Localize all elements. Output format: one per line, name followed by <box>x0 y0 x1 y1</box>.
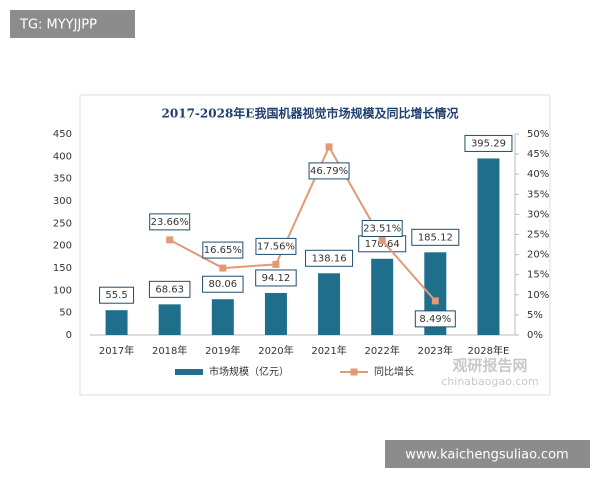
bar-label-box <box>148 280 191 298</box>
watermark-name: 观研报告网 <box>452 357 527 375</box>
footer-box <box>385 440 590 468</box>
bar-label-box <box>464 134 513 152</box>
tag-text: TG: MYYJJPP <box>19 18 97 33</box>
bar-label: 395.29 <box>471 138 506 149</box>
y-tick-label: 0 <box>66 330 72 341</box>
x-tick-label: 2020年 <box>258 344 293 357</box>
line-label-box <box>202 241 244 259</box>
y-tick-label: 50 <box>59 308 72 319</box>
x-tick-label: 2028年E <box>468 344 510 357</box>
line-label-box <box>414 310 456 328</box>
bar <box>211 299 234 335</box>
line-label-box <box>308 162 350 180</box>
bar-label-box <box>202 275 244 293</box>
bar-label: 80.06 <box>208 279 237 290</box>
bar-label: 185.12 <box>418 232 453 243</box>
x-tick-label: 2017年 <box>99 344 134 357</box>
bar <box>105 310 128 335</box>
bar-label: 94.12 <box>262 273 291 284</box>
bar-label-box <box>411 228 460 246</box>
bar-label: 55.5 <box>105 290 127 301</box>
line-marker <box>378 236 386 244</box>
line-marker <box>166 236 174 244</box>
legend-marker <box>350 368 358 376</box>
line-marker <box>219 264 227 272</box>
x-tick-label: 2022年 <box>364 344 399 357</box>
y2-tick-label: 35% <box>527 189 549 200</box>
legend-label: 同比增长 <box>374 365 414 378</box>
legend-label: 市场规模（亿元） <box>209 365 289 378</box>
line-label: 8.49% <box>419 314 451 325</box>
x-tick-label: 2019年 <box>205 344 240 357</box>
bar <box>477 158 500 335</box>
line-label-box <box>149 213 191 231</box>
bar <box>264 292 287 335</box>
footer-text: www.kaichengsuliao.com <box>405 448 568 463</box>
bar-label-box <box>305 249 354 267</box>
legend-swatch <box>175 369 203 375</box>
y2-tick-label: 30% <box>527 209 549 220</box>
bar-label: 170.64 <box>365 239 400 250</box>
bar-label: 138.16 <box>312 253 347 264</box>
y2-tick-label: 15% <box>527 270 549 281</box>
y2-tick-label: 50% <box>527 129 549 140</box>
line-label: 46.79% <box>310 166 348 177</box>
bar <box>158 304 181 335</box>
chart-title: 2017-2028年E我国机器视觉市场规模及同比增长情况 <box>162 106 459 121</box>
y2-tick-label: 40% <box>527 169 549 180</box>
line-label: 23.51% <box>363 223 401 234</box>
y2-tick-label: 10% <box>527 290 549 301</box>
growth-line <box>169 144 437 302</box>
tag-box <box>10 10 135 38</box>
bar-label-box <box>255 269 297 287</box>
line-marker <box>272 260 280 268</box>
line-marker <box>325 143 333 151</box>
y-tick-label: 350 <box>53 174 72 185</box>
y-tick-label: 200 <box>53 241 72 252</box>
bar <box>318 273 341 335</box>
watermark-url: chinabaogao.com <box>441 375 539 388</box>
line-marker <box>431 297 439 305</box>
line-label-box <box>361 219 403 237</box>
bar-label-box <box>99 286 135 304</box>
bar-label: 68.63 <box>155 284 184 295</box>
bar <box>371 258 394 335</box>
line-label: 17.56% <box>257 241 295 252</box>
x-tick-label: 2018年 <box>152 344 187 357</box>
y2-tick-label: 20% <box>527 250 549 261</box>
y-tick-label: 250 <box>53 218 72 229</box>
line-label: 23.66% <box>151 217 189 228</box>
y-tick-label: 450 <box>53 129 72 140</box>
y2-tick-label: 25% <box>527 230 549 241</box>
y-tick-label: 100 <box>53 285 72 296</box>
x-tick-label: 2021年 <box>311 344 346 357</box>
y2-tick-label: 45% <box>527 149 549 160</box>
line-label-box <box>255 237 297 255</box>
y-tick-label: 300 <box>53 196 72 207</box>
x-tick-label: 2023年 <box>418 344 453 357</box>
y2-tick-label: 5% <box>527 310 543 321</box>
y-tick-label: 400 <box>53 151 72 162</box>
line-label: 16.65% <box>204 245 242 256</box>
y-tick-label: 150 <box>53 263 72 274</box>
y2-tick-label: 0% <box>527 330 543 341</box>
